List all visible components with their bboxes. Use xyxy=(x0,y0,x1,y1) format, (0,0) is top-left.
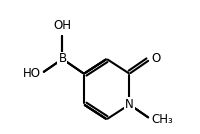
Text: OH: OH xyxy=(53,19,71,32)
Text: CH₃: CH₃ xyxy=(151,113,173,126)
Text: B: B xyxy=(58,52,67,66)
Text: O: O xyxy=(151,52,160,66)
Text: HO: HO xyxy=(23,67,41,80)
Text: N: N xyxy=(125,98,134,111)
